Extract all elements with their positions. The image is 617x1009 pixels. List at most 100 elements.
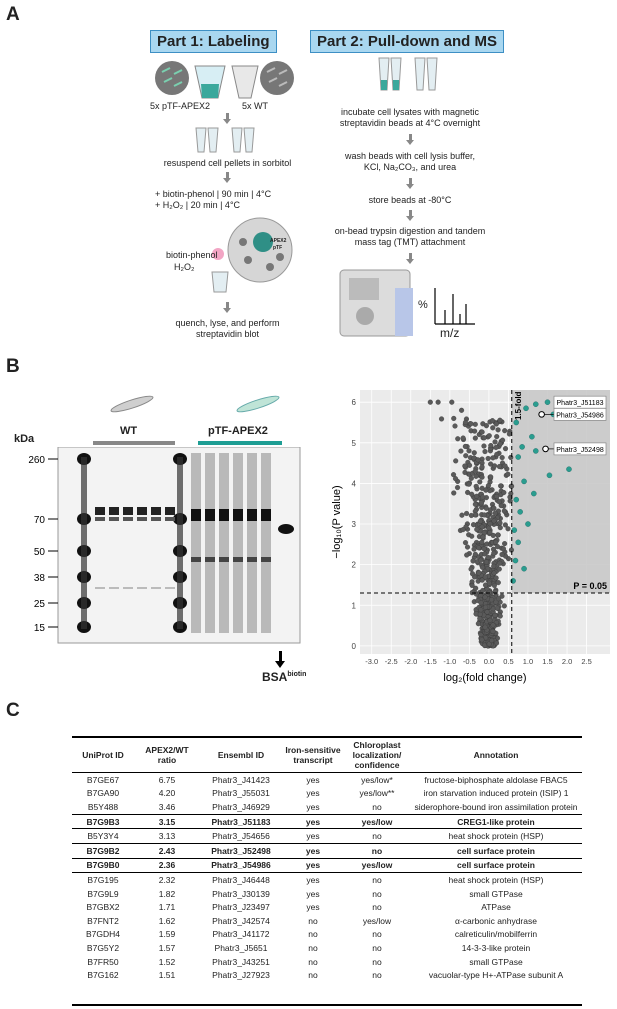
- y-axis-label: −log₁₀(P value): [331, 485, 343, 558]
- y-tick-label: 3: [352, 520, 357, 529]
- table-header-row: UniProt ID APEX2/WT ratio Ensembl ID Iro…: [72, 738, 582, 773]
- table-cell-chloro: no: [372, 902, 382, 913]
- point: [486, 580, 492, 586]
- table-cell-ratio: 1.59: [158, 929, 176, 940]
- point: [479, 564, 485, 570]
- significant-point: [533, 448, 539, 454]
- x-axis-label: log₂(fold change): [443, 672, 526, 684]
- wt-band: [95, 587, 105, 589]
- wt-band: [109, 587, 119, 589]
- table-cell-iron: yes: [306, 831, 320, 842]
- y-tick-label: 0: [352, 642, 357, 651]
- point: [485, 482, 492, 489]
- table-row: B7G9L9 1.82 Phatr3_J30139 yes no small GTPase: [72, 887, 582, 901]
- table-cell-iron: no: [308, 929, 318, 940]
- point: [477, 518, 483, 524]
- part2-title: Part 2: Pull-down and MS: [310, 30, 505, 53]
- y-tick-label: 5: [352, 439, 357, 448]
- table-row: B7GBX2 1.71 Phatr3_J23497 yes no ATPase: [72, 900, 582, 914]
- point: [452, 476, 459, 482]
- table-cell-iron: yes: [306, 874, 320, 885]
- bsa-band: [278, 524, 294, 534]
- point: [483, 487, 489, 493]
- th-iron: Iron-sensitive transcript: [282, 738, 344, 773]
- marker-label: 50: [34, 547, 46, 558]
- significant-point: [511, 527, 518, 533]
- wt-band: [109, 507, 119, 515]
- point: [479, 474, 485, 480]
- table-cell-uniprot: B7G9B2: [72, 842, 134, 859]
- wt-band: [137, 507, 147, 515]
- point: [479, 637, 485, 643]
- table-cell-annot: heat shock protein (HSP): [448, 831, 544, 842]
- apex-band: [205, 509, 215, 521]
- table-cell-iron: yes: [282, 842, 344, 859]
- apex-band: [261, 557, 271, 562]
- point: [496, 596, 502, 602]
- point: [502, 522, 508, 528]
- bsa-text: BSA: [262, 670, 288, 684]
- point: [493, 444, 499, 451]
- apex-band: [247, 557, 257, 562]
- point: [494, 493, 500, 500]
- point: [489, 597, 495, 603]
- table-cell-ratio: 2.43: [134, 842, 200, 859]
- table-cell-annot: α-carbonic anhydrase: [455, 915, 537, 926]
- volcano-plot: 1.5-fold P = 0.05 Phatr3_J51183 Phatr3_J549…: [331, 390, 610, 684]
- significant-point: [566, 466, 572, 472]
- significant-point: [529, 433, 535, 440]
- table-cell-iron: yes: [306, 788, 320, 799]
- point: [497, 417, 503, 423]
- ladder-smear: [177, 457, 183, 629]
- point: [473, 483, 479, 489]
- label-apex2: APEX2: [270, 238, 287, 244]
- point: [470, 522, 477, 528]
- table-cell-ensembl: Phatr3_J42574: [212, 915, 270, 926]
- table-cell-uniprot: B7G9L9: [87, 888, 119, 899]
- point: [505, 526, 511, 532]
- table-row: B7G9B0 2.36 Phatr3_J54986 yes yes/low cell su…: [72, 857, 582, 874]
- apex-band: [233, 557, 243, 562]
- table-cell-uniprot: B7GBX2: [86, 902, 120, 913]
- table-cell-ensembl: Phatr3_J30139: [212, 888, 270, 899]
- point: [473, 585, 479, 591]
- point: [479, 577, 485, 583]
- highlighted-point: [542, 445, 549, 453]
- x-tick-label: -1.0: [443, 657, 456, 666]
- table-cell-ratio: 2.36: [134, 857, 200, 874]
- significant-point: [523, 405, 529, 412]
- point: [496, 566, 502, 572]
- wt-band: [123, 587, 133, 589]
- table-cell-uniprot: B7FR50: [87, 956, 119, 967]
- table-cell-chloro: yes/low: [362, 915, 392, 926]
- point: [466, 448, 472, 454]
- labeling-tube-icon: [211, 271, 229, 293]
- point: [483, 604, 489, 610]
- apex-band: [191, 509, 201, 521]
- significant-point: [544, 399, 551, 405]
- table-row: B7FNT2 1.62 Phatr3_J42574 no yes/low α-carbon…: [72, 914, 582, 928]
- point: [480, 587, 486, 594]
- point: [463, 453, 469, 459]
- wt-tube-icon: [231, 65, 259, 99]
- lysate-tubes-illustration: [378, 57, 438, 91]
- apex-group-bar: [198, 441, 282, 445]
- apex-band: [247, 509, 257, 521]
- point: [449, 399, 455, 405]
- table-cell-ratio: 1.52: [158, 956, 176, 967]
- wt-band: [137, 587, 147, 589]
- table-row: B7G195 2.32 Phatr3_J46448 yes no heat shock p…: [72, 873, 582, 887]
- x-tick-label: -0.5: [463, 657, 476, 666]
- point: [498, 483, 504, 489]
- label-5x-wt: 5x WT: [242, 101, 268, 111]
- x-tick-label: -3.0: [365, 657, 378, 666]
- biotin-phenol-icon: [212, 248, 224, 260]
- point: [482, 594, 488, 600]
- table-cell-ensembl: Phatr3_J43251: [212, 956, 270, 967]
- highlighted-label: Phatr3_J51183: [557, 400, 604, 407]
- table-cell-iron: no: [308, 956, 318, 967]
- step-h2o2: + H₂O₂ | 20 min | 4°C: [155, 200, 241, 210]
- point: [471, 546, 477, 552]
- table-cell-iron: yes: [306, 801, 320, 812]
- table-cell-annot: siderophore-bound iron assimilation prot…: [414, 801, 578, 812]
